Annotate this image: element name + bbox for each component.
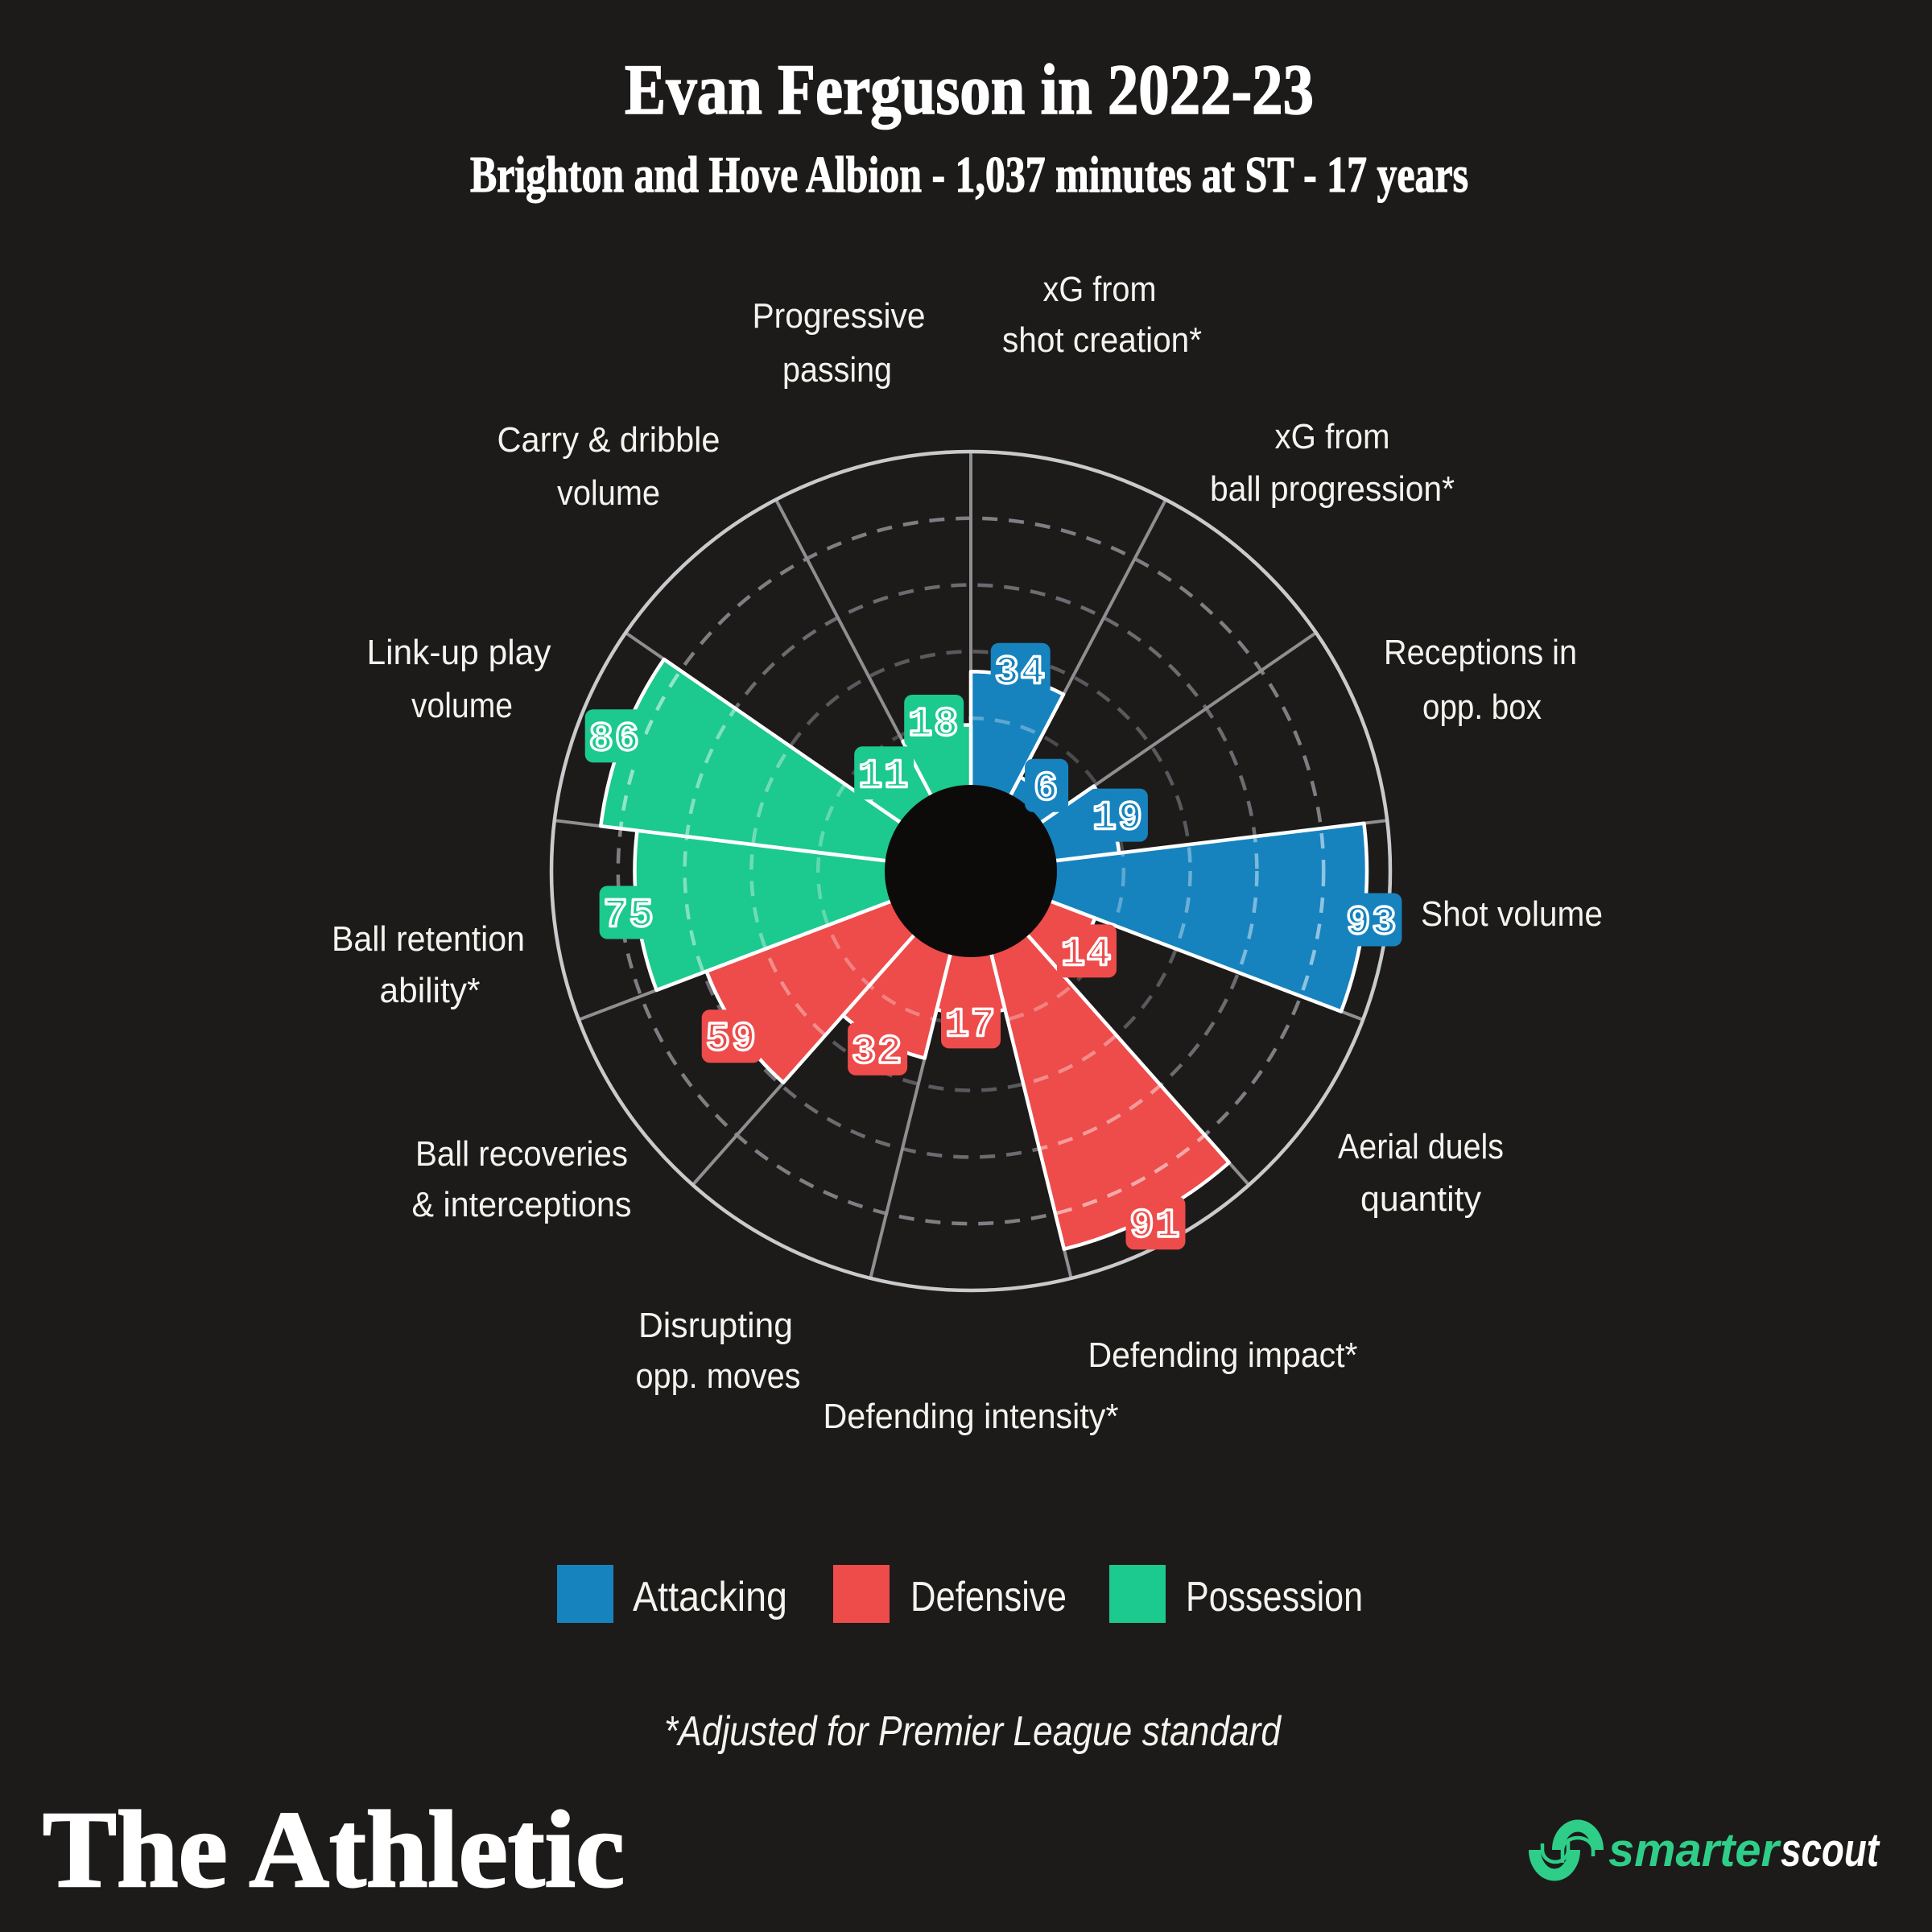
svg-text:18: 18 [908,702,960,748]
svg-text:volume: volume [557,473,660,513]
svg-text:smarter: smarter [1608,1824,1781,1876]
svg-text:Evan Ferguson in 2022-23: Evan Ferguson in 2022-23 [625,51,1314,130]
svg-text:*Adjusted for Premier League s: *Adjusted for Premier League standard [664,1708,1282,1755]
svg-text:14: 14 [1061,931,1113,977]
svg-text:32: 32 [852,1030,903,1075]
svg-text:91: 91 [1129,1203,1181,1249]
svg-text:6: 6 [1034,766,1059,812]
svg-text:opp. box: opp. box [1422,687,1542,727]
svg-text:ball progression*: ball progression* [1210,469,1455,509]
svg-text:75: 75 [604,894,655,939]
svg-text:19: 19 [1092,796,1144,842]
svg-text:& interceptions: & interceptions [412,1185,632,1224]
svg-text:Progressive: Progressive [753,296,926,336]
svg-text:Defensive: Defensive [910,1574,1067,1620]
svg-text:Defending impact*: Defending impact* [1088,1335,1358,1375]
svg-text:scout: scout [1781,1824,1880,1876]
svg-text:ability*: ability* [380,971,481,1010]
svg-text:Defending intensity*: Defending intensity* [824,1397,1119,1436]
svg-text:Shot volume: Shot volume [1421,894,1603,934]
svg-text:93: 93 [1346,901,1397,947]
svg-text:Carry & dribble: Carry & dribble [497,420,720,460]
svg-text:Attacking: Attacking [633,1574,787,1620]
svg-text:passing: passing [782,350,892,390]
svg-text:Receptions in: Receptions in [1384,633,1577,672]
svg-text:Ball retention: Ball retention [332,919,525,959]
svg-text:Ball recoveries: Ball recoveries [415,1134,628,1174]
svg-text:xG from: xG from [1043,270,1157,309]
svg-text:volume: volume [411,686,513,725]
svg-text:86: 86 [589,716,641,762]
svg-text:xG from: xG from [1275,417,1390,456]
svg-text:quantity: quantity [1360,1179,1481,1219]
svg-text:17: 17 [945,1002,997,1048]
svg-text:Disrupting: Disrupting [638,1306,793,1345]
svg-text:11: 11 [858,753,910,799]
svg-text:Aerial duels: Aerial duels [1338,1127,1504,1166]
svg-text:Link-up play: Link-up play [367,633,551,672]
svg-text:34: 34 [995,650,1046,696]
svg-text:The Athletic: The Athletic [43,1790,625,1910]
svg-text:shot creation*: shot creation* [1002,320,1202,360]
svg-text:Possession: Possession [1186,1574,1363,1620]
svg-text:opp. moves: opp. moves [636,1356,801,1396]
svg-text:59: 59 [706,1017,758,1063]
svg-text:Brighton and Hove Albion - 1,0: Brighton and Hove Albion - 1,037 minutes… [470,146,1468,203]
